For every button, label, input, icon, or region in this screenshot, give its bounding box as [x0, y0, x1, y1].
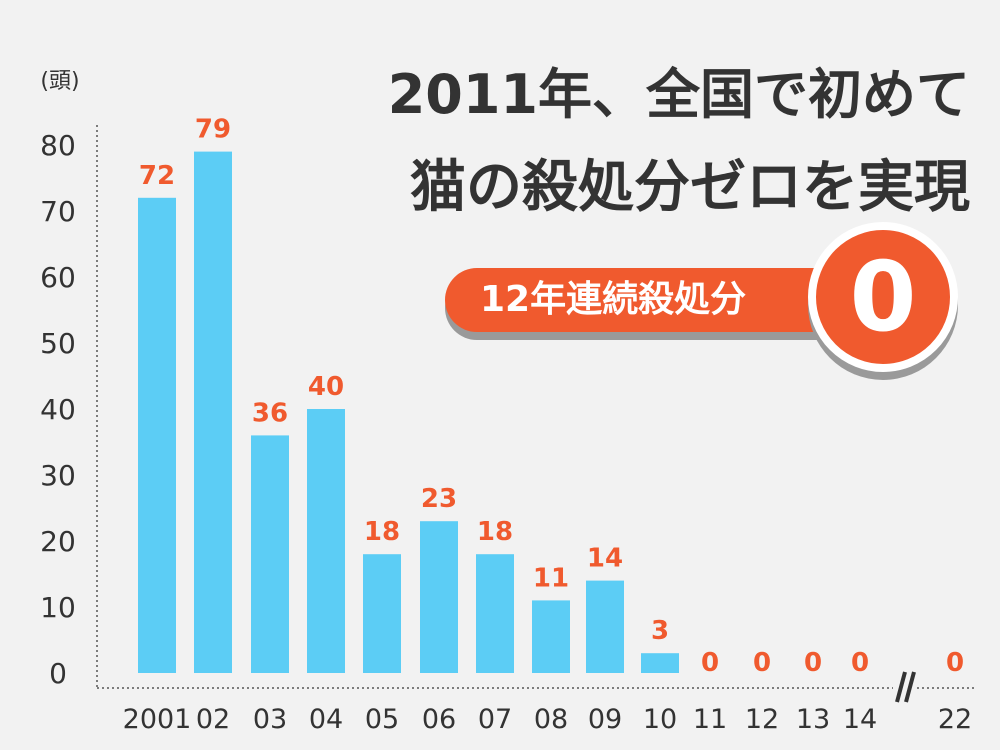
value-label: 11 [533, 563, 569, 593]
x-tick-label: 11 [693, 704, 727, 735]
value-label: 18 [364, 517, 400, 547]
value-label: 0 [946, 648, 964, 678]
bar [307, 409, 345, 673]
x-tick-label: 12 [745, 704, 779, 735]
value-label: 14 [587, 544, 623, 574]
x-tick-label: 10 [643, 704, 677, 735]
bar [363, 554, 401, 673]
y-tick-labels: 0 10 20 30 40 50 60 70 80 [40, 129, 76, 690]
bars [138, 151, 679, 674]
value-label: 72 [139, 161, 175, 191]
value-label: 79 [195, 115, 231, 145]
value-label: 36 [252, 398, 288, 428]
bar [194, 151, 232, 674]
x-tick-label: 14 [843, 704, 877, 735]
x-tick-label: 04 [309, 704, 343, 735]
title-line-2: 猫の殺処分ゼロを実現 [410, 155, 970, 220]
title-line-1: 2011年、全国で初めて [387, 63, 970, 126]
value-label: 0 [701, 648, 719, 678]
x-tick-label: 22 [938, 704, 972, 735]
bar [138, 197, 176, 674]
x-tick-label: 09 [588, 704, 622, 735]
value-label: 23 [421, 484, 457, 514]
x-tick-label: 05 [365, 704, 399, 735]
y-tick-label: 60 [40, 261, 76, 294]
y-tick-label: 20 [40, 525, 76, 558]
axis-break-slash [904, 671, 916, 703]
y-tick-label: 30 [40, 459, 76, 492]
x-tick-label: 08 [534, 704, 568, 735]
x-tick-label: 2001 [123, 704, 192, 735]
x-tick-label: 02 [196, 704, 230, 735]
y-tick-label: 50 [40, 327, 76, 360]
value-label: 0 [753, 648, 771, 678]
bar [641, 653, 679, 673]
y-tick-label: 70 [40, 195, 76, 228]
y-tick-label: 10 [40, 591, 76, 624]
bar [476, 554, 514, 673]
bar [586, 580, 624, 673]
x-tick-label: 06 [422, 704, 456, 735]
badge-value: 0 [849, 241, 917, 353]
axis-break-slash [895, 671, 907, 703]
value-label: 40 [308, 372, 344, 402]
y-tick-label: 0 [49, 657, 67, 690]
value-label: 0 [851, 648, 869, 678]
x-tick-label: 03 [253, 704, 287, 735]
y-tick-label: 40 [40, 393, 76, 426]
bar [251, 435, 289, 673]
y-axis-unit-label: (頭) [40, 69, 79, 94]
x-tick-label: 07 [478, 704, 512, 735]
value-label: 3 [651, 616, 669, 646]
bar [420, 521, 458, 673]
badge-label: 12年連続殺処分 [480, 279, 747, 320]
axis-break-mark [893, 668, 917, 708]
y-tick-label: 80 [40, 129, 76, 162]
bar [532, 600, 570, 673]
value-label: 18 [477, 517, 513, 547]
x-tick-labels: 2001 02 03 04 05 06 07 08 09 10 11 12 13 14 22 [123, 704, 973, 735]
value-label: 0 [804, 648, 822, 678]
badge-circle [808, 222, 958, 372]
x-tick-label: 13 [796, 704, 830, 735]
